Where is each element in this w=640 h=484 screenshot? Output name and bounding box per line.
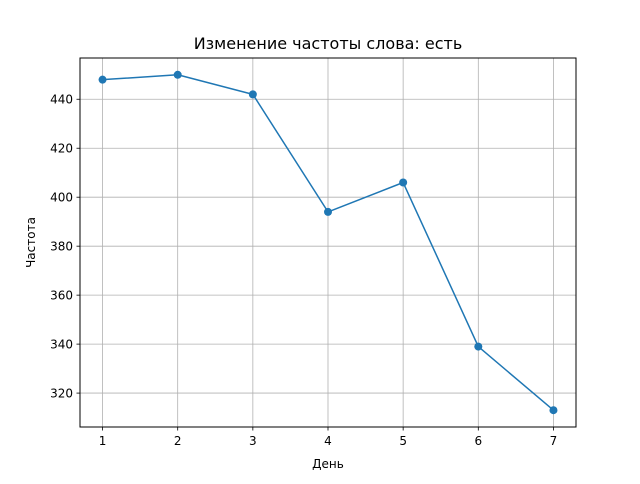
x-tick-label: 7 (550, 434, 558, 448)
x-tick-label: 2 (174, 434, 182, 448)
x-tick-label: 6 (474, 434, 482, 448)
y-axis-ticks: 320 340 360 380 400 420 440 (50, 93, 80, 400)
data-point (399, 178, 408, 187)
y-tick-label: 420 (50, 142, 73, 156)
series-line-group (98, 70, 558, 415)
data-point (248, 90, 257, 99)
data-point (549, 406, 558, 415)
y-tick-label: 440 (50, 93, 73, 107)
x-tick-label: 3 (249, 434, 257, 448)
y-tick-label: 320 (50, 386, 73, 400)
x-tick-label: 1 (99, 434, 107, 448)
y-tick-label: 400 (50, 191, 73, 205)
x-axis-ticks: 1 2 3 4 5 6 7 (99, 427, 558, 448)
data-point (474, 342, 483, 351)
chart-title: Изменение частоты слова: есть (194, 34, 463, 53)
y-axis-title: Частота (24, 217, 38, 268)
data-point (98, 75, 107, 84)
x-tick-label: 4 (324, 434, 332, 448)
x-tick-label: 5 (399, 434, 407, 448)
y-tick-label: 380 (50, 239, 73, 253)
data-point (173, 70, 182, 79)
x-axis-title: День (312, 457, 344, 471)
grid-lines (80, 58, 576, 427)
data-point (324, 207, 332, 216)
y-tick-label: 360 (50, 288, 73, 302)
y-tick-label: 340 (50, 337, 73, 351)
